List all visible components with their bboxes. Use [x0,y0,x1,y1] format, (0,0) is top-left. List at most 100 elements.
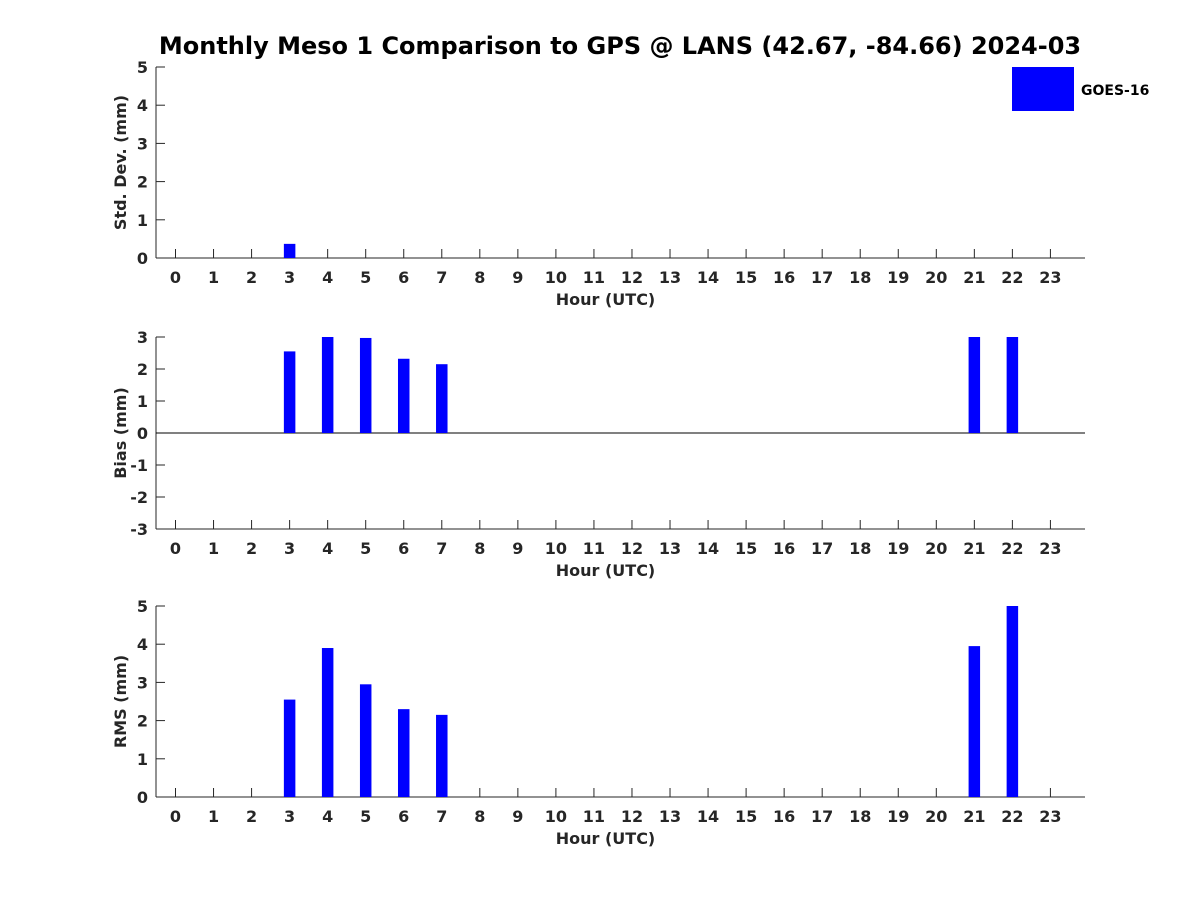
bias-x-tick-label: 9 [512,539,523,558]
legend-label-goes-16: GOES-16 [1081,83,1149,99]
std-dev-y-tick-label: 2 [137,173,148,192]
std-dev-x-tick-label: 11 [583,268,605,287]
std-dev-x-tick-label: 9 [512,268,523,287]
rms-y-tick-label: 0 [137,788,148,807]
std-dev-x-tick-label: 5 [360,268,371,287]
rms-x-tick-label: 12 [621,807,643,826]
std-dev-x-tick-label: 13 [659,268,681,287]
rms-y-axis-label: RMS (mm) [111,655,130,748]
rms-x-tick-label: 18 [849,807,871,826]
std-dev-x-tick-label: 19 [887,268,909,287]
std-dev-x-axis-label: Hour (UTC) [556,290,656,309]
bias-x-tick-label: 10 [545,539,567,558]
rms-y-tick-label: 3 [137,673,148,692]
std-dev-x-tick-label: 17 [811,268,833,287]
std-dev-x-tick-label: 2 [246,268,257,287]
bias-x-tick-label: 6 [398,539,409,558]
std-dev-x-tick-label: 14 [697,268,719,287]
bias-x-tick-label: 21 [963,539,985,558]
rms-bar-hour-3 [283,699,296,797]
rms-x-tick-label: 14 [697,807,719,826]
std-dev-x-tick-label: 12 [621,268,643,287]
rms-x-tick-label: 16 [773,807,795,826]
rms-x-tick-label: 15 [735,807,757,826]
bias-x-tick-label: 12 [621,539,643,558]
std-dev-y-axis-label: Std. Dev. (mm) [111,95,130,230]
std-dev-x-tick-label: 15 [735,268,757,287]
std-dev-x-tick-label: 3 [284,268,295,287]
rms-x-tick-label: 4 [322,807,333,826]
rms-x-tick-label: 5 [360,807,371,826]
bias-x-tick-label: 4 [322,539,333,558]
rms-bar-hour-4 [321,648,334,797]
rms-x-tick-label: 10 [545,807,567,826]
std-dev-x-tick-label: 1 [208,268,219,287]
std-dev-x-tick-label: 10 [545,268,567,287]
bias-x-axis-label: Hour (UTC) [556,561,656,580]
rms-x-tick-label: 21 [963,807,985,826]
std-dev-x-tick-label: 4 [322,268,333,287]
std-dev-x-tick-label: 23 [1039,268,1061,287]
bias-bar-hour-22 [1006,337,1019,433]
bias-x-tick-label: 22 [1001,539,1023,558]
rms-bar-hour-7 [436,714,448,797]
bias-x-tick-label: 23 [1039,539,1061,558]
rms-x-tick-label: 3 [284,807,295,826]
bias-x-tick-label: 11 [583,539,605,558]
rms-x-tick-label: 17 [811,807,833,826]
bias-x-tick-label: 7 [436,539,447,558]
chart-title: Monthly Meso 1 Comparison to GPS @ LANS … [159,32,1081,60]
bias-x-tick-label: 2 [246,539,257,558]
bias-bar-hour-3 [283,351,296,433]
rms-y-tick-label: 5 [137,597,148,616]
bias-bar-hour-5 [359,337,372,433]
bias-x-tick-label: 18 [849,539,871,558]
rms-x-axis-label: Hour (UTC) [556,829,656,848]
rms-x-tick-label: 22 [1001,807,1023,826]
rms-x-tick-label: 8 [474,807,485,826]
std-dev-x-tick-label: 22 [1001,268,1023,287]
bias-bar-hour-6 [397,358,410,433]
bias-y-axis-label: Bias (mm) [111,387,130,479]
bias-y-tick-label: -2 [130,488,148,507]
rms-y-tick-label: 4 [137,635,148,654]
legend-swatch-goes-16 [1012,67,1074,111]
rms-bar-hour-21 [968,646,981,797]
bias-x-tick-label: 17 [811,539,833,558]
std-dev-y-tick-label: 4 [137,96,148,115]
bias-y-tick-label: -1 [130,456,148,475]
bias-bar-hour-4 [321,337,334,433]
std-dev-x-tick-label: 7 [436,268,447,287]
bias-x-tick-label: 0 [170,539,181,558]
std-dev-bar-hour-3 [283,243,296,258]
bias-y-tick-label: 0 [137,424,148,443]
bias-y-tick-label: -3 [130,520,148,539]
rms-x-tick-label: 2 [246,807,257,826]
std-dev-y-tick-label: 1 [137,211,148,230]
rms-x-tick-label: 23 [1039,807,1061,826]
rms-bar-hour-5 [359,684,372,797]
std-dev-x-tick-label: 20 [925,268,947,287]
rms-x-tick-label: 0 [170,807,181,826]
std-dev-x-tick-label: 18 [849,268,871,287]
bias-bar-hour-21 [968,337,981,433]
rms-x-tick-label: 13 [659,807,681,826]
rms-bar-hour-6 [397,709,410,797]
rms-x-tick-label: 19 [887,807,909,826]
bias-y-tick-label: 1 [137,392,148,411]
std-dev-x-tick-label: 6 [398,268,409,287]
bias-x-tick-label: 3 [284,539,295,558]
rms-x-tick-label: 11 [583,807,605,826]
bias-x-tick-label: 16 [773,539,795,558]
bias-x-tick-label: 20 [925,539,947,558]
bias-x-tick-label: 5 [360,539,371,558]
rms-y-tick-label: 2 [137,712,148,731]
legend: GOES-16 [1012,67,1149,111]
std-dev-x-tick-label: 16 [773,268,795,287]
std-dev-x-tick-label: 8 [474,268,485,287]
std-dev-x-tick-label: 0 [170,268,181,287]
rms-x-tick-label: 6 [398,807,409,826]
rms-x-tick-label: 7 [436,807,447,826]
